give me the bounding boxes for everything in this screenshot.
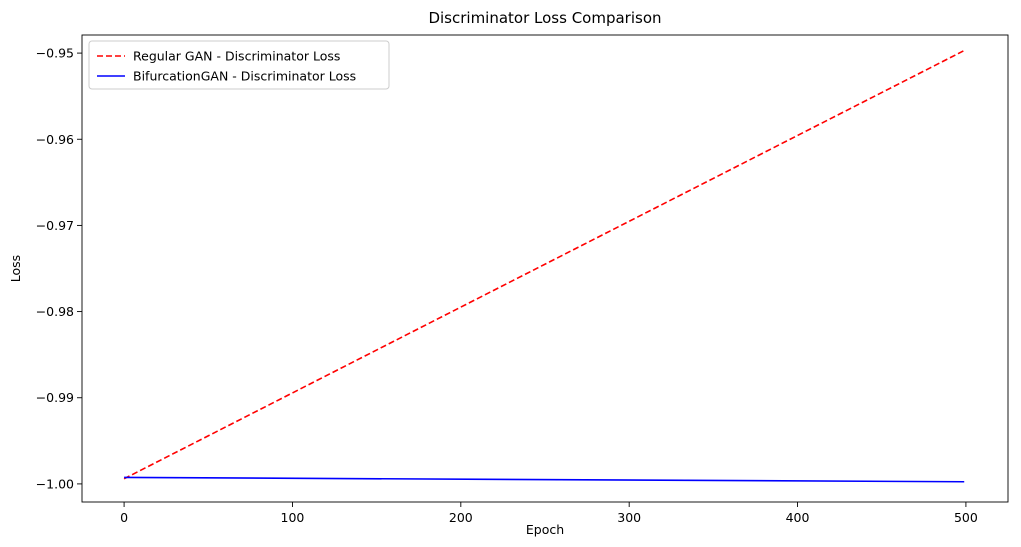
- series-layer: [123, 49, 965, 483]
- y-tick-label: −1.00: [36, 476, 74, 491]
- y-tick-label: −0.98: [36, 304, 74, 319]
- x-axis-title: Epoch: [526, 522, 564, 537]
- axes-frame: [81, 34, 1009, 503]
- legend-box: [88, 40, 390, 90]
- x-tick-label: 500: [954, 510, 978, 525]
- y-axis-title: Loss: [8, 255, 23, 282]
- chart-title: Discriminator Loss Comparison: [428, 9, 661, 27]
- legend: Regular GAN - Discriminator Loss Bifurcat…: [88, 40, 390, 90]
- series-line-regular-gan: [123, 49, 965, 480]
- x-axis: 0 100 200 300 400 500: [120, 502, 978, 525]
- y-tick-label: −0.95: [36, 46, 74, 61]
- x-tick-label: 300: [617, 510, 641, 525]
- x-tick-label: 200: [449, 510, 473, 525]
- x-tick-label: 400: [786, 510, 810, 525]
- x-tick-label: 0: [120, 510, 128, 525]
- x-tick-label: 100: [281, 510, 305, 525]
- series-line-bifurcation-gan: [124, 476, 965, 483]
- legend-label: Regular GAN - Discriminator Loss: [133, 49, 340, 64]
- y-tick-label: −0.97: [36, 218, 74, 233]
- y-tick-label: −0.96: [36, 132, 74, 147]
- y-axis: −1.00 −0.99 −0.98 −0.97 −0.96 −0.95: [36, 46, 82, 491]
- y-tick-label: −0.99: [36, 390, 74, 405]
- legend-label: BifurcationGAN - Discriminator Loss: [133, 69, 356, 84]
